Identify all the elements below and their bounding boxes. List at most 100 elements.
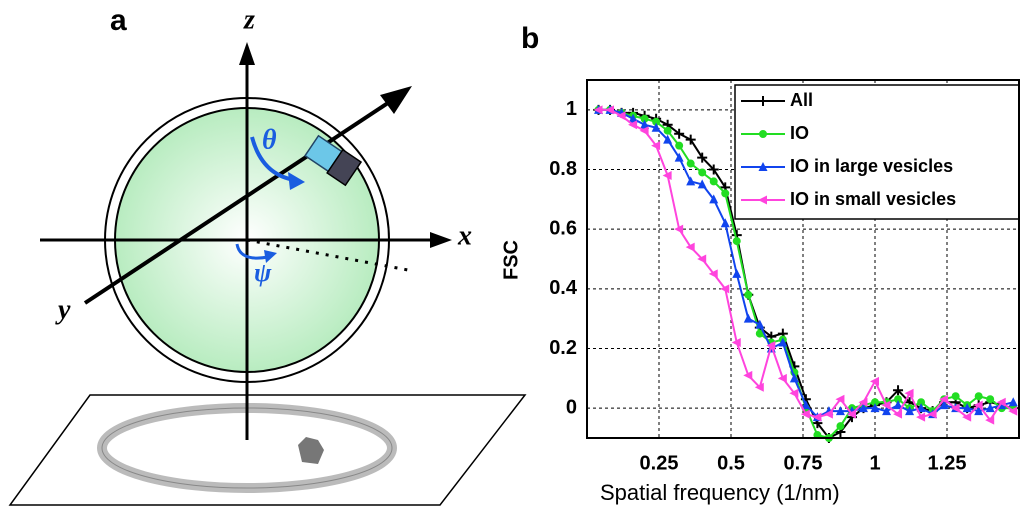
marker xyxy=(973,400,983,410)
marker xyxy=(663,134,673,144)
marker xyxy=(697,254,707,264)
marker xyxy=(823,409,833,419)
arrowhead xyxy=(239,42,255,65)
legend-label: IO xyxy=(790,123,809,143)
marker xyxy=(1008,406,1018,416)
marker xyxy=(616,111,626,121)
marker xyxy=(639,126,649,136)
marker xyxy=(882,406,892,416)
marker xyxy=(904,388,914,398)
marker xyxy=(893,385,904,396)
marker xyxy=(732,237,741,246)
y-tick-label: 0 xyxy=(566,396,577,418)
y-axis-label: FSC xyxy=(500,240,522,280)
marker xyxy=(758,162,768,171)
marker xyxy=(698,168,707,177)
marker xyxy=(974,392,983,401)
marker xyxy=(674,152,684,162)
x-tick-label: 0.75 xyxy=(784,452,823,474)
y-tick-label: 1 xyxy=(566,98,577,120)
legend-label: IO in small vesicles xyxy=(790,189,956,209)
marker xyxy=(640,119,650,129)
marker xyxy=(801,400,811,410)
marker xyxy=(697,179,707,189)
marker xyxy=(846,409,856,419)
y-tick-label: 0.2 xyxy=(549,337,577,359)
psi-arc xyxy=(235,243,269,260)
marker xyxy=(674,224,684,234)
axis-name: z xyxy=(243,4,255,35)
particle xyxy=(298,437,324,464)
marker xyxy=(777,373,787,383)
marker xyxy=(835,394,845,404)
marker xyxy=(893,400,903,410)
marker xyxy=(996,397,1006,407)
x-tick-label: 0.5 xyxy=(717,452,745,474)
marker xyxy=(870,376,879,386)
marker xyxy=(766,341,776,351)
marker xyxy=(905,406,915,416)
y-tick-label: 0.6 xyxy=(549,217,577,239)
marker xyxy=(685,134,696,145)
marker xyxy=(743,313,753,323)
marker xyxy=(951,392,960,401)
marker xyxy=(789,373,799,383)
x-tick-label: 1.25 xyxy=(928,452,967,474)
legend xyxy=(734,84,1020,220)
marker xyxy=(927,409,937,419)
marker xyxy=(812,412,822,422)
marker xyxy=(758,195,767,205)
x-tick-label: 0.25 xyxy=(640,452,679,474)
marker xyxy=(985,415,995,425)
marker xyxy=(593,105,603,115)
marker xyxy=(985,403,995,413)
arrowhead xyxy=(430,232,452,248)
marker xyxy=(835,406,845,416)
arrowhead xyxy=(380,86,412,114)
marker xyxy=(720,284,730,294)
marker xyxy=(708,269,718,279)
marker xyxy=(800,409,810,419)
marker xyxy=(721,189,730,198)
marker xyxy=(1008,397,1018,407)
marker xyxy=(962,403,972,413)
marker xyxy=(744,290,753,299)
marker xyxy=(759,130,767,138)
arrowhead xyxy=(288,172,305,190)
panel-a: a z x y θ ψ xyxy=(8,4,527,506)
marker xyxy=(605,105,615,115)
marker xyxy=(651,122,661,132)
marker xyxy=(789,388,799,398)
marker xyxy=(686,176,696,186)
marker xyxy=(974,406,984,416)
marker xyxy=(651,141,661,151)
marker xyxy=(950,403,960,413)
x-tick-label: 1 xyxy=(869,452,880,474)
panel-label: b xyxy=(521,22,539,55)
marker xyxy=(858,403,868,413)
marker xyxy=(939,400,949,410)
marker xyxy=(836,422,845,431)
plot-frame xyxy=(586,79,1020,439)
marker xyxy=(939,394,949,404)
axis-name: x xyxy=(457,220,472,251)
marker xyxy=(628,113,638,123)
marker xyxy=(758,96,768,106)
angle-label: θ xyxy=(262,124,277,155)
marker xyxy=(720,218,730,228)
arrowhead xyxy=(264,250,277,263)
marker xyxy=(962,412,972,422)
marker xyxy=(675,141,684,150)
marker xyxy=(662,170,672,180)
marker xyxy=(708,164,719,175)
marker xyxy=(755,319,765,329)
legend-label: All xyxy=(790,90,813,110)
marker xyxy=(893,409,903,419)
marker xyxy=(858,397,868,407)
marker xyxy=(881,400,891,410)
y-tick-label: 0.8 xyxy=(549,158,577,180)
marker xyxy=(743,370,753,380)
camera xyxy=(304,134,363,187)
marker xyxy=(731,338,741,348)
